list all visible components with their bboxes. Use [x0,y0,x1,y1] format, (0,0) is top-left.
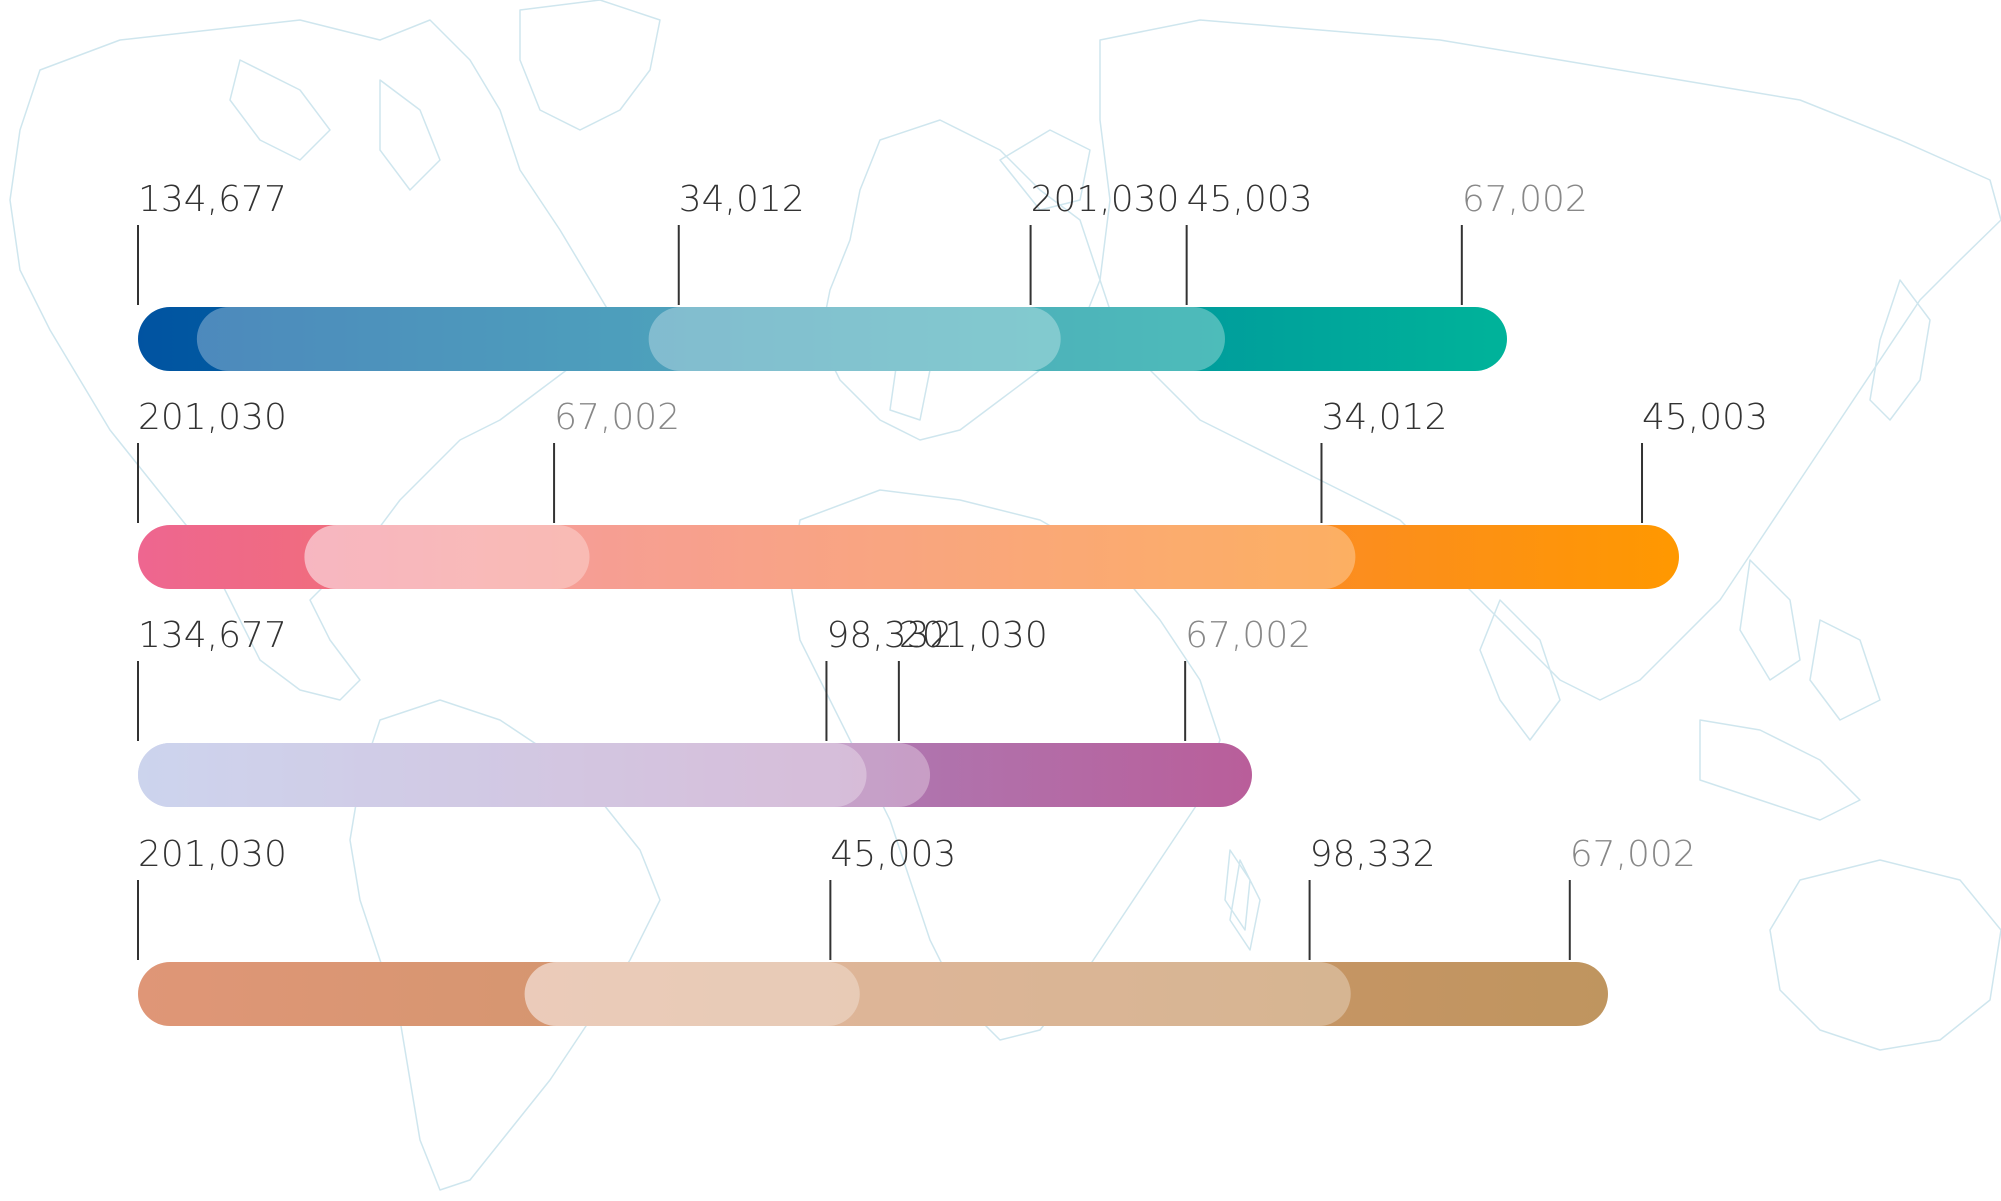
marker-label-1-5: 67,002 [1462,179,1588,220]
bar-4-overlay-2 [524,962,860,1026]
marker-label-4-1: 201,030 [138,834,287,875]
bar-2 [138,525,1679,589]
marker-label-3-2: 98,332 [826,615,952,656]
bar-row-4: 201,030 45,003 98,332 67,002 [137,834,1696,1026]
bar-4 [138,962,1608,1026]
bar-row-2: 201,030 67,002 34,012 45,003 [137,397,1768,589]
bar-row-1: 134,677 34,012 201,030 45,003 67,002 [137,179,1588,371]
bar-1-overlay-2 [648,307,1061,371]
bar-4-overlay-1 [524,962,1351,1026]
bar-1-overlay-1 [196,307,1225,371]
bar-1 [138,307,1507,371]
marker-label-3-1: 134,677 [138,615,287,656]
marker-label-1-1: 134,677 [138,179,287,220]
marker-label-4-4: 67,002 [1570,834,1696,875]
marker-label-1-4: 45,003 [1187,179,1313,220]
marker-label-2-2: 67,002 [554,397,680,438]
bar-2-overlay-1 [304,525,1356,589]
marker-label-4-3: 98,332 [1310,834,1436,875]
bar-2-overlay-2 [304,525,590,589]
marker-label-2-4: 45,003 [1642,397,1768,438]
bar-3-overlay-2 [138,743,867,807]
marker-label-3-3: 201,030 [899,615,1048,656]
marker-label-2-3: 34,012 [1321,397,1447,438]
marker-label-3-4: 67,002 [1185,615,1311,656]
marker-label-4-2: 45,003 [830,834,956,875]
bar-3 [138,743,1252,807]
bar-3-overlay-1 [138,743,931,807]
marker-label-2-1: 201,030 [138,397,287,438]
marker-label-1-2: 34,012 [679,179,805,220]
marker-label-1-3: 201,030 [1031,179,1180,220]
